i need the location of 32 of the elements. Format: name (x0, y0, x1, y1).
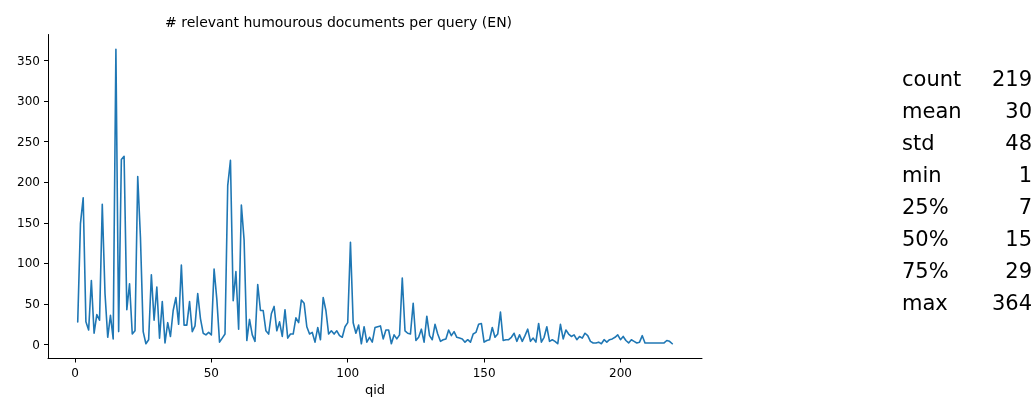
text: max (902, 290, 948, 315)
y-tick-label: 50 (24, 297, 40, 312)
text: 7 (1018, 194, 1032, 219)
text: 1 (1018, 162, 1032, 187)
y-tick-label: 300 (17, 94, 40, 109)
x-tick-label: 0 (71, 365, 79, 380)
text: 30 (1005, 98, 1032, 123)
text: 75% (902, 258, 949, 283)
x-axis-title: qid (364, 382, 386, 398)
x-tick-label: 50 (203, 365, 219, 380)
y-tick-label: 200 (17, 175, 40, 190)
chart-title: # relevant humourous documents per query (EN) (165, 14, 513, 30)
x-tick-label: 100 (336, 365, 360, 380)
y-tick-label: 250 (17, 134, 40, 149)
x-tick-label: 200 (609, 365, 632, 380)
text: 48 (1005, 130, 1032, 155)
text: 364 (991, 290, 1032, 315)
text: min (902, 162, 942, 187)
line-series (76, 48, 674, 345)
text: 29 (1005, 258, 1032, 283)
text: 15 (1005, 226, 1032, 251)
text: std (902, 130, 935, 155)
y-tick-label: 0 (32, 337, 40, 352)
text: mean (902, 98, 962, 123)
text: count (902, 66, 962, 91)
text: 219 (991, 66, 1032, 91)
y-tick-label: 150 (17, 215, 40, 230)
text: 25% (902, 194, 949, 219)
y-tick-label: 350 (17, 53, 40, 68)
text: 50% (902, 226, 949, 251)
x-tick-label: 150 (472, 365, 496, 380)
y-tick-label: 100 (17, 256, 40, 271)
